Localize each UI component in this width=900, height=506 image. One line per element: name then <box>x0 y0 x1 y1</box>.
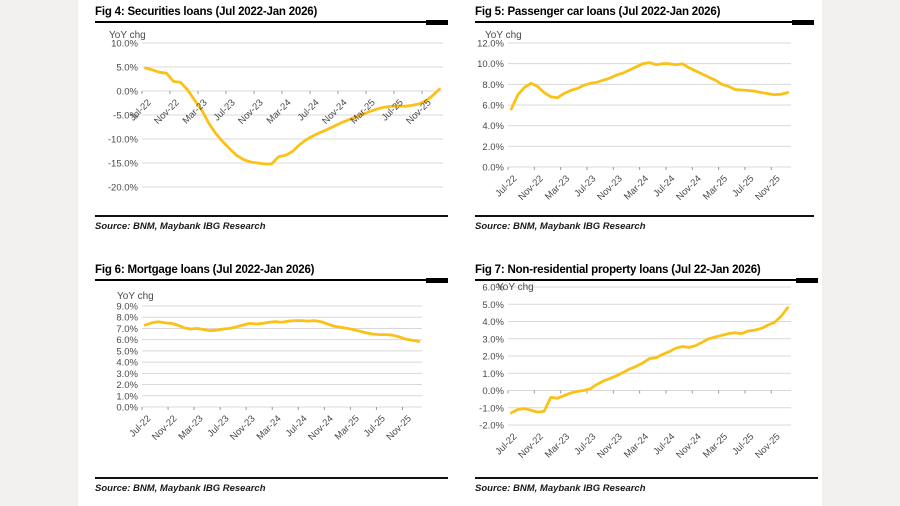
y-axis-tick-label: -2.0% <box>479 421 504 432</box>
y-axis-tick-label: 2.0% <box>116 380 138 391</box>
x-axis-tick-label: Mar-24 <box>622 431 651 460</box>
x-axis-tick-label: Mar-24 <box>265 97 294 126</box>
fig6-header-rule: Fig 6: Mortgage loans (Jul 2022-Jan 2026… <box>95 264 448 283</box>
y-axis-tick-label: 5.0% <box>116 346 138 357</box>
fig6-panel: Fig 6: Mortgage loans (Jul 2022-Jan 2026… <box>95 264 448 494</box>
fig4-title: Fig 4: Securities loans (Jul 2022-Jan 20… <box>95 6 318 18</box>
y-axis-tick-label: 2.0% <box>482 142 504 153</box>
y-axis-tick-label: -20.0% <box>108 183 139 194</box>
y-axis-tick-label: 4.0% <box>482 317 504 328</box>
y-axis-tick-label: 10.0% <box>111 39 138 50</box>
y-axis-tick-label: 0.0% <box>482 163 504 174</box>
x-axis-tick-label: Mar-25 <box>349 97 378 126</box>
y-axis-tick-label: 8.0% <box>116 313 138 324</box>
fig7-header-rule: Fig 7: Non-residential property loans (J… <box>475 264 818 283</box>
fig7-header-rule-end-tab <box>796 278 818 283</box>
y-axis-caption: YoY chg <box>117 291 154 302</box>
y-axis-tick-label: 5.0% <box>482 300 504 311</box>
x-axis-tick-label: Nov-24 <box>674 173 703 202</box>
fig6-header-rule-end-tab <box>426 278 448 283</box>
x-axis-tick-label: Mar-25 <box>701 173 730 202</box>
fig7-chart-canvas: 6.0%5.0%4.0%3.0%2.0%1.0%0.0%-1.0%-2.0%Ju… <box>479 282 791 461</box>
y-axis-caption: YoY chg <box>485 30 522 41</box>
y-axis-tick-label: -10.0% <box>108 135 139 146</box>
x-axis-tick-label: Nov-25 <box>753 173 782 202</box>
x-axis-tick-label: Mar-25 <box>333 413 362 442</box>
fig6-source-note: Source: BNM, Maybank IBG Research <box>95 477 448 494</box>
y-axis-tick-label: -1.0% <box>479 403 504 414</box>
x-axis-tick-label: Nov-25 <box>384 413 413 442</box>
x-axis-tick-label: Mar-23 <box>176 413 205 442</box>
x-axis-tick-label: Nov-22 <box>516 431 545 460</box>
series-line <box>509 306 790 415</box>
series-line <box>144 66 441 166</box>
x-axis-tick-label: Nov-23 <box>595 431 624 460</box>
y-axis-tick-label: -15.0% <box>108 159 139 170</box>
page-margin-left <box>0 0 78 506</box>
x-axis-tick-label: Jul-22 <box>128 97 154 123</box>
x-axis-tick-label: Nov-23 <box>228 413 257 442</box>
x-axis-tick-label: Mar-24 <box>255 413 284 442</box>
fig5-title: Fig 5: Passenger car loans (Jul 2022-Jan… <box>475 6 721 18</box>
x-axis-tick-label: Nov-22 <box>516 173 545 202</box>
x-axis-tick-label: Jul-25 <box>380 97 406 123</box>
fig4-header-rule-end-tab <box>426 20 448 25</box>
y-axis-tick-label: -5.0% <box>113 111 138 122</box>
page-margin-right <box>822 0 900 506</box>
fig5-header-rule-end-tab <box>792 20 814 25</box>
y-axis-tick-label: 6.0% <box>116 335 138 346</box>
x-axis-tick-label: Nov-22 <box>150 413 179 442</box>
x-axis-tick-label: Nov-25 <box>753 431 782 460</box>
fig4-header-rule: Fig 4: Securities loans (Jul 2022-Jan 20… <box>95 6 448 25</box>
y-axis-caption: YoY chg <box>109 30 146 41</box>
x-axis-tick-label: Jul-23 <box>212 97 238 123</box>
fig5-source-note: Source: BNM, Maybank IBG Research <box>475 215 814 232</box>
x-axis-tick-label: Mar-24 <box>622 173 651 202</box>
fig7-panel: Fig 7: Non-residential property loans (J… <box>475 264 818 494</box>
y-axis-tick-label: 3.0% <box>482 334 504 345</box>
fig5-header-rule: Fig 5: Passenger car loans (Jul 2022-Jan… <box>475 6 814 25</box>
x-axis-tick-label: Jul-24 <box>296 97 322 123</box>
fig5-chart-canvas: 12.0%10.0%8.0%6.0%4.0%2.0%0.0%Jul-22Nov-… <box>477 30 791 203</box>
y-axis-tick-label: 5.0% <box>116 63 138 74</box>
series-line <box>143 319 421 343</box>
fig7-source-note: Source: BNM, Maybank IBG Research <box>475 477 818 494</box>
x-axis-tick-label: Mar-25 <box>701 431 730 460</box>
y-axis-tick-label: 7.0% <box>116 324 138 335</box>
x-axis-tick-label: Nov-25 <box>404 97 433 126</box>
series-line <box>509 61 790 111</box>
x-axis-tick-label: Nov-24 <box>674 431 703 460</box>
fig6-title: Fig 6: Mortgage loans (Jul 2022-Jan 2026… <box>95 264 315 276</box>
x-axis-tick-label: Nov-24 <box>306 413 335 442</box>
y-axis-tick-label: 4.0% <box>116 358 138 369</box>
y-axis-tick-label: 10.0% <box>477 59 504 70</box>
y-axis-tick-label: 0.0% <box>116 87 138 98</box>
y-axis-tick-label: 6.0% <box>482 101 504 112</box>
y-axis-tick-label: 3.0% <box>116 369 138 380</box>
fig6-chart-canvas: 9.0%8.0%7.0%6.0%5.0%4.0%3.0%2.0%1.0%0.0%… <box>116 291 422 443</box>
fig7-title: Fig 7: Non-residential property loans (J… <box>475 264 761 276</box>
y-axis-tick-label: 4.0% <box>482 121 504 132</box>
y-axis-tick-label: 1.0% <box>482 369 504 380</box>
y-axis-tick-label: 1.0% <box>116 391 138 402</box>
y-axis-tick-label: 8.0% <box>482 80 504 91</box>
x-axis-tick-label: Mar-23 <box>543 173 572 202</box>
x-axis-tick-label: Nov-23 <box>595 173 624 202</box>
x-axis-tick-label: Mar-23 <box>543 431 572 460</box>
y-axis-tick-label: 2.0% <box>482 352 504 363</box>
fig4-panel: Fig 4: Securities loans (Jul 2022-Jan 20… <box>95 6 448 232</box>
y-axis-tick-label: 0.0% <box>482 386 504 397</box>
y-axis-tick-label: 6.0% <box>482 283 504 294</box>
fig5-panel: Fig 5: Passenger car loans (Jul 2022-Jan… <box>475 6 814 232</box>
y-axis-tick-label: 0.0% <box>116 403 138 414</box>
x-axis-tick-label: Nov-23 <box>236 97 265 126</box>
fig4-chart-canvas: 10.0% 5.0% 0.0% -5.0% -10.0% -15.0% -20.0% Jul-… <box>108 30 443 194</box>
fig4-source-note: Source: BNM, Maybank IBG Research <box>95 215 448 232</box>
x-axis-tick-label: Nov-22 <box>152 97 181 126</box>
y-axis-tick-label: 9.0% <box>116 302 138 313</box>
y-axis-tick-label: 12.0% <box>477 39 504 50</box>
y-axis-caption: YoY chg <box>497 282 534 293</box>
